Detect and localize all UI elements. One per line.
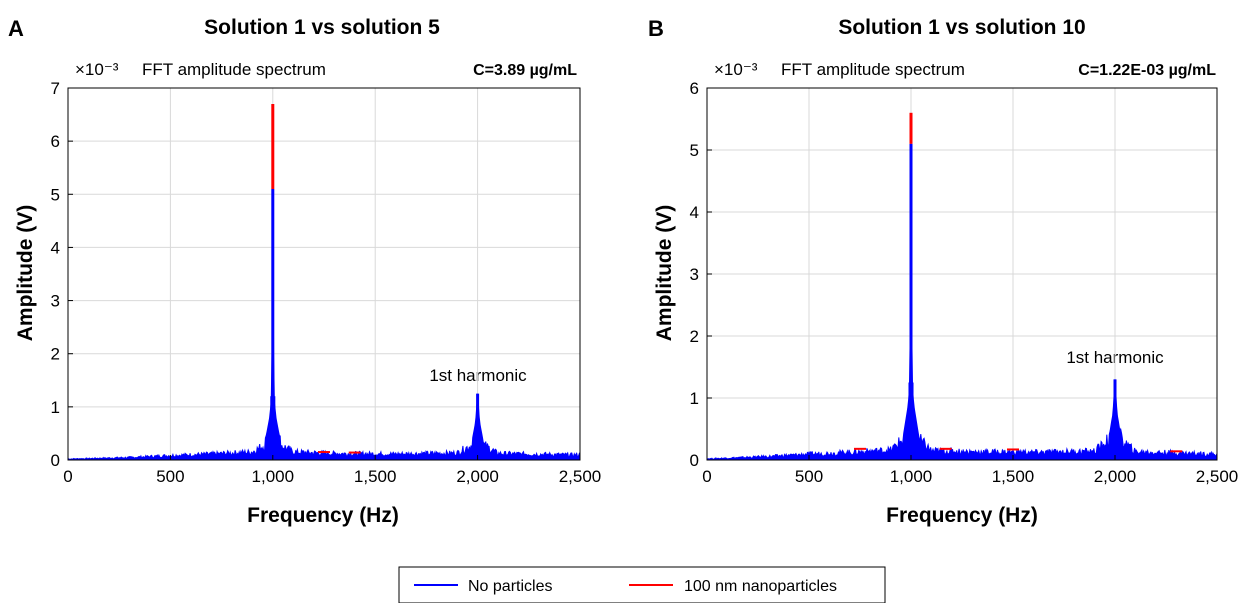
y-tick-label: 6 — [51, 132, 60, 151]
series-nanoparticles — [271, 103, 361, 454]
panel-title: Solution 1 vs solution 10 — [838, 16, 1085, 39]
x-tick-label: 1,000 — [890, 467, 933, 486]
y-tick-label: 4 — [690, 203, 699, 222]
subtitle: FFT amplitude spectrum — [781, 60, 965, 79]
x-tick-label: 500 — [795, 467, 823, 486]
series-nanoparticles — [854, 112, 1183, 453]
y-tick-label: 0 — [51, 451, 60, 470]
series-no-particles — [67, 188, 581, 461]
y-tick-label: 7 — [51, 79, 60, 98]
panel-b: B Solution 1 vs solution 10 ×10⁻³ FFT am… — [648, 16, 1238, 527]
concentration-label: C=1.22E-03 µg/mL — [1078, 62, 1216, 79]
x-tick-label: 2,000 — [1094, 467, 1137, 486]
x-tick-label: 0 — [63, 467, 72, 486]
y-tick-label: 5 — [690, 141, 699, 160]
legend: No particles 100 nm nanoparticles — [398, 566, 886, 603]
y-tick-label: 3 — [690, 265, 699, 284]
x-tick-label: 500 — [156, 467, 184, 486]
x-axis-label: Frequency (Hz) — [247, 504, 399, 527]
exponent-label: ×10⁻³ — [75, 60, 119, 79]
y-tick-label: 1 — [51, 398, 60, 417]
x-tick-label: 1,000 — [252, 467, 295, 486]
y-axis-label: Amplitude (V) — [653, 205, 676, 342]
plot-area — [67, 87, 581, 461]
series-no-particles — [706, 143, 1218, 461]
legend-label-nanoparticles: 100 nm nanoparticles — [684, 578, 837, 595]
panel-letter: A — [8, 16, 24, 41]
y-tick-label: 6 — [690, 79, 699, 98]
concentration-label: C=3.89 µg/mL — [473, 62, 577, 79]
panel-title: Solution 1 vs solution 5 — [204, 16, 440, 39]
y-tick-label: 0 — [690, 451, 699, 470]
y-tick-label: 5 — [51, 185, 60, 204]
subtitle: FFT amplitude spectrum — [142, 60, 326, 79]
y-tick-label: 2 — [690, 327, 699, 346]
spectrum-body — [67, 188, 581, 461]
x-tick-label: 2,000 — [456, 467, 499, 486]
panel-a: A Solution 1 vs solution 5 ×10⁻³ FFT amp… — [8, 16, 601, 527]
y-tick-label: 2 — [51, 345, 60, 364]
x-axis-label: Frequency (Hz) — [886, 504, 1038, 527]
y-tick-label: 4 — [51, 238, 60, 257]
y-tick-label: 1 — [690, 389, 699, 408]
x-tick-label: 0 — [702, 467, 711, 486]
x-tick-label: 2,500 — [1196, 467, 1239, 486]
x-tick-label: 1,500 — [992, 467, 1035, 486]
y-tick-label: 3 — [51, 292, 60, 311]
x-tick-label: 2,500 — [559, 467, 602, 486]
y-axis-label: Amplitude (V) — [14, 205, 37, 342]
x-tick-label: 1,500 — [354, 467, 397, 486]
exponent-label: ×10⁻³ — [714, 60, 758, 79]
spectrum-body — [706, 143, 1218, 461]
panel-letter: B — [648, 16, 664, 41]
harmonic-annotation: 1st harmonic — [429, 366, 527, 385]
legend-label-no-particles: No particles — [468, 578, 552, 595]
